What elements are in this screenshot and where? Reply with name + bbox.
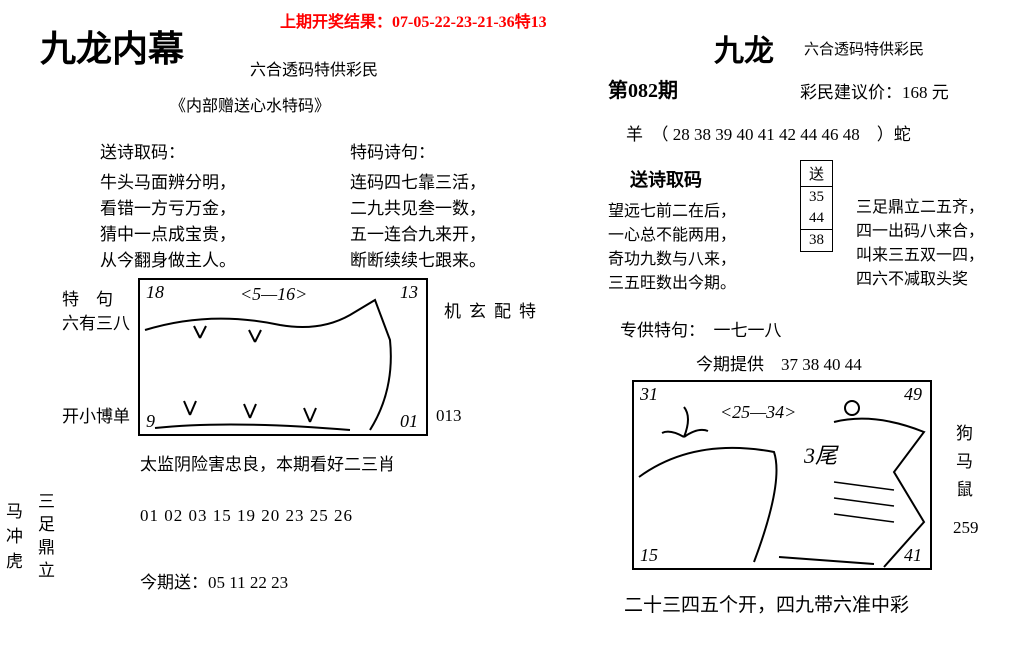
right-bottom-line: 二十三四五个开，四九带六准中彩	[624, 590, 909, 617]
left-caption: 太监阴险害忠良，本期看好二三肖	[140, 450, 395, 475]
right-poem-title: 送诗取码	[630, 166, 702, 192]
right-poem-right: 三足鼎立二五齐， 四一出码八来合， 叫来三五双一四， 四六不减取头奖	[856, 196, 984, 292]
send-box-v1: 35	[801, 187, 832, 208]
right-title: 九龙	[714, 26, 774, 70]
sk-tl: 18	[146, 282, 164, 303]
send-box: 送 35 44 38	[800, 160, 833, 252]
rsk-bl: 15	[640, 545, 658, 566]
suggested-price: 彩民建议价：168 元	[800, 78, 949, 103]
send-box-v3: 38	[801, 229, 832, 251]
left-side-2: 开小博单	[62, 402, 130, 427]
left-vertical-1: 马冲虎	[0, 502, 25, 577]
left-poem-1: 送诗取码： 牛头马面辨分明， 看错一方亏万金， 猜中一点成宝贵， 从今翻身做主人…	[100, 140, 236, 274]
right-sketch-box: 31 49 15 41 <25—34> 3尾	[632, 380, 932, 570]
left-vertical-2: 三足鼎立	[32, 492, 57, 584]
send-box-v2: 44	[801, 208, 832, 229]
special-line: 专供特句： 一七一八	[620, 316, 782, 341]
poem1-l2: 看错一方亏万金，	[100, 199, 236, 218]
poem1-l1: 牛头马面辨分明，	[100, 173, 236, 192]
left-poem-2: 特码诗句： 连码四七靠三活， 二九共见叁一数， 五一连合九来开， 断断续续七跟来…	[350, 140, 486, 274]
right-259: 259	[953, 518, 979, 538]
left-side-right: 特配玄机	[438, 302, 538, 323]
poem1-l3: 猜中一点成宝贵，	[100, 225, 236, 244]
poem2-l2: 二九共见叁一数，	[350, 199, 486, 218]
right-side-zodiacs: 狗 马 鼠	[956, 420, 973, 504]
poem1-title: 送诗取码：	[100, 140, 236, 166]
right-subtitle: 六合透码特供彩民	[804, 38, 924, 59]
right-poem-left: 望远七前二在后， 一心总不能两用， 奇功九数与八来， 三五旺数出今期。	[608, 200, 736, 296]
rsk-tr: 49	[904, 384, 922, 405]
left-sketch-box: 18 13 9 01 <5—16>	[138, 278, 428, 436]
left-side-1: 特 句 六有三八	[62, 288, 130, 336]
zodiac-number-line: 羊 （ 28 38 39 40 41 42 44 46 48 ）蛇	[626, 120, 911, 145]
sk-bl: 9	[146, 411, 155, 432]
sk-br: 01	[400, 411, 418, 432]
poem2-title: 特码诗句：	[350, 140, 486, 166]
poem2-l4: 断断续续七跟来。	[350, 251, 486, 270]
send-box-head: 送	[801, 161, 832, 187]
poem2-l3: 五一连合九来开，	[350, 225, 486, 244]
left-today: 今期送：05 11 22 23	[140, 568, 288, 593]
left-panel: 九龙内幕 六合透码特供彩民 《内部赠送心水特码》 送诗取码： 牛头马面辨分明， …	[40, 20, 560, 78]
poem2-l1: 连码四七靠三活，	[350, 173, 486, 192]
sk-tr: 13	[400, 282, 418, 303]
left-numbers: 01 02 03 15 19 20 23 25 26	[140, 506, 353, 526]
issue-number: 第082期	[608, 74, 678, 103]
rsk-tail: 3尾	[804, 438, 837, 470]
rsk-br: 41	[904, 545, 922, 566]
left-013: 013	[436, 406, 462, 426]
rsk-mid: <25—34>	[720, 402, 796, 423]
left-subtitle-2: 《内部赠送心水特码》	[170, 92, 330, 116]
rsk-tl: 31	[640, 384, 658, 405]
sk-mid: <5—16>	[240, 284, 307, 305]
left-subtitle-1: 六合透码特供彩民	[250, 56, 378, 80]
poem1-l4: 从今翻身做主人。	[100, 251, 236, 270]
provide-line: 今期提供 37 38 40 44	[696, 350, 862, 375]
